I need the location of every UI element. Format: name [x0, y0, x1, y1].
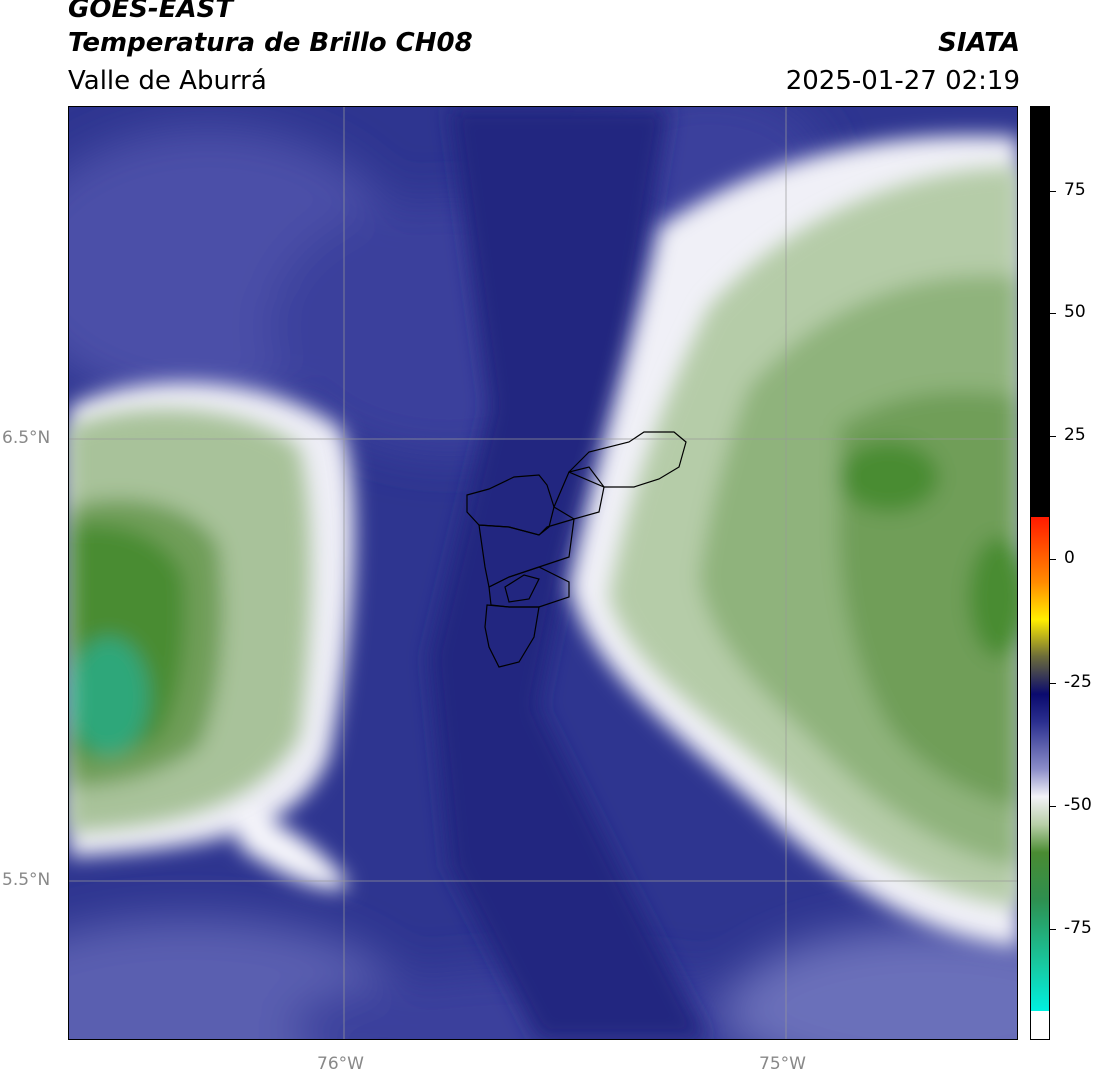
region-subtitle: Valle de Aburrá [68, 66, 267, 96]
colorbar-tick [1050, 559, 1056, 560]
colorbar-tick [1050, 929, 1056, 930]
municipality-boundaries [466, 431, 687, 668]
colorbar-label-25: 25 [1064, 425, 1086, 445]
lat-label-6-5n: 6.5°N [2, 428, 51, 448]
colorbar-tick [1050, 683, 1056, 684]
colorbar-label-50: 50 [1064, 302, 1086, 322]
temperature-colorbar [1030, 106, 1050, 1040]
brand-label: SIATA [938, 28, 1020, 58]
colorbar-label-0: 0 [1064, 548, 1075, 568]
map-canvas [69, 107, 1017, 1039]
satellite-title: GOES-EAST [68, 0, 234, 24]
colorbar-tick [1050, 313, 1056, 314]
colorbar-tick [1050, 806, 1056, 807]
product-title: Temperatura de Brillo CH08 [68, 28, 473, 58]
brightness-temperature-map[interactable] [68, 106, 1018, 1040]
colorbar-tick [1050, 191, 1056, 192]
colorbar-label-minus-25: -25 [1064, 672, 1092, 692]
lon-label-76w: 76°W [317, 1054, 364, 1074]
colorbar-label-75: 75 [1064, 180, 1086, 200]
colorbar-label-minus-50: -50 [1064, 795, 1092, 815]
timestamp-label: 2025-01-27 02:19 [785, 66, 1020, 96]
colorbar-label-minus-75: -75 [1064, 918, 1092, 938]
lat-label-5-5n: 5.5°N [2, 870, 51, 890]
colorbar-tick [1050, 436, 1056, 437]
lon-label-75w: 75°W [759, 1054, 806, 1074]
